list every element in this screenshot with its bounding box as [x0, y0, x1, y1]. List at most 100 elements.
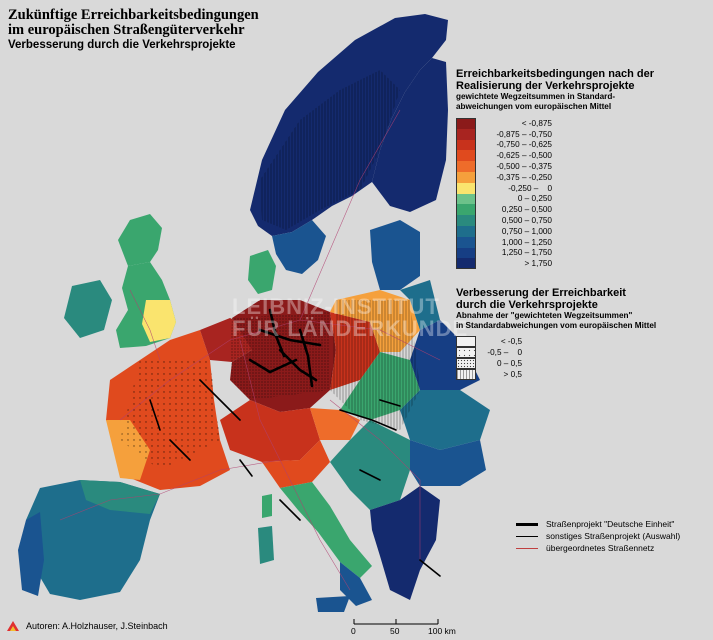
road-network: [59, 109, 441, 591]
legend-pattern-label: < -0,5: [500, 337, 522, 346]
legend-pattern-label: 0 – 0,5: [496, 359, 522, 368]
legend-class-label: > 1,750: [524, 259, 552, 269]
legend-swatch: [456, 204, 476, 216]
legend-access-sub1: gewichtete Wegzeitsummen in Standard-: [456, 92, 616, 101]
legend-access-scale: < -0,875 -0,875 – -0,750 -0,750 – -0,625 -0…: [456, 118, 552, 270]
legend-class-label: 0,500 – 0,750: [501, 216, 552, 226]
region-portugal: [18, 512, 44, 596]
legend-class-label: -0,250 – 0: [508, 183, 552, 193]
legend-improvement-class: < -0,5: [456, 336, 711, 347]
legend-class-label: 1,000 – 1,250: [501, 237, 552, 247]
legend-access-title2: Realisierung der Verkehrsprojekte: [456, 80, 635, 92]
legend-swatch: [456, 128, 476, 140]
legend-improvement-title2: durch die Verkehrsprojekte: [456, 299, 598, 311]
region-ireland: [64, 280, 112, 338]
legend-access-class: < -0,875: [456, 118, 552, 129]
legend-road-item: sonstiges Straßenprojekt (Auswahl): [516, 530, 680, 542]
legend-class-label: 0 – 0,250: [517, 194, 552, 204]
legend-swatch: [456, 258, 476, 270]
legend-road-item: Straßenprojekt "Deutsche Einheit": [516, 518, 680, 530]
legend-swatch: [456, 118, 476, 129]
title-line3: Verbesserung durch die Verkehrsprojekte: [8, 39, 236, 51]
legend-class-label: -0,625 – -0,500: [496, 151, 552, 161]
region-greece: [370, 486, 440, 600]
legend-access-class: -0,625 – -0,500: [456, 150, 552, 162]
legend-pattern-swatch: [456, 358, 476, 369]
scale-bar-graphic: [353, 619, 439, 625]
legend-swatch: [456, 150, 476, 162]
legend-improvement-scale: < -0,5 -0,5 – 0 0 – 0,5 > 0,5: [456, 336, 711, 380]
legend-pattern-label: > 0,5: [503, 370, 522, 379]
authors-text: Autoren: A.Holzhauser, J.Steinbach: [26, 621, 168, 631]
legend-road-line: [516, 547, 538, 549]
overlay-hatch-scandinavia: [260, 70, 400, 230]
legend-road-label: sonstiges Straßenprojekt (Auswahl): [546, 531, 681, 541]
region-romania: [400, 390, 490, 450]
region-scotland: [118, 214, 162, 266]
legend-access-class: 0,500 – 0,750: [456, 215, 552, 226]
region-sicily: [316, 596, 350, 612]
legend-access-class: 1,000 – 1,250: [456, 236, 552, 248]
region-belarus-west: [400, 280, 440, 330]
region-italy-north: [262, 440, 330, 488]
legend-road-label: Straßenprojekt "Deutsche Einheit": [546, 519, 675, 529]
legend-access-class: -0,875 – -0,750: [456, 128, 552, 140]
region-denmark: [248, 250, 276, 294]
legend-improvement-class: -0,5 – 0: [456, 347, 711, 358]
map-title: Zukünftige Erreichbarkeitsbedingungen im…: [8, 8, 259, 52]
region-baltic: [370, 220, 420, 290]
region-corsica: [262, 494, 272, 518]
legend-road-label: übergeordnetes Straßennetz: [546, 543, 655, 553]
legend-improvement: Verbesserung der Erreichbarkeit durch di…: [456, 287, 711, 380]
legend-improvement-class: 0 – 0,5: [456, 358, 711, 369]
legend-swatch: [456, 225, 476, 237]
scale-tick-100: 100 km: [428, 626, 456, 636]
legend-road-line: [516, 522, 538, 526]
overlay-dots-france: [120, 360, 220, 470]
watermark: LEIBNIZ-INSTITUT FÜR LÄNDERKUNDE: [232, 296, 468, 340]
legend-access-header: Erreichbarkeitsbedingungen nach der Real…: [456, 68, 706, 111]
legend-road-item: übergeordnetes Straßennetz: [516, 542, 680, 554]
region-switzerland-alps: [220, 400, 320, 462]
legend-swatch: [456, 247, 476, 259]
legend-access-class: -0,750 – -0,625: [456, 139, 552, 151]
legend-improvement-class: > 0,5: [456, 369, 711, 380]
legend-roads: Straßenprojekt "Deutsche Einheit" sonstig…: [516, 518, 680, 554]
legend-class-label: < -0,875: [521, 118, 552, 128]
legend-access-class: > 1,750: [456, 258, 552, 270]
legend-improvement-sub1: Abnahme der "gewichteten Wegzeitsummen": [456, 311, 633, 320]
scale-tick-50: 50: [390, 626, 400, 636]
legend-road-line: [516, 535, 538, 537]
title-line1: Zukünftige Erreichbarkeitsbedingungen: [8, 7, 259, 23]
legend-pattern-swatch: [456, 369, 476, 380]
legend-class-label: -0,750 – -0,625: [496, 140, 552, 150]
region-scandinavia-south: [272, 220, 326, 274]
legend-access-class: -0,500 – -0,375: [456, 161, 552, 172]
road-projects-other: [149, 379, 441, 577]
watermark-line1: LEIBNIZ-INSTITUT: [232, 294, 440, 319]
legend-pattern-label: -0,5 – 0: [487, 348, 522, 357]
watermark-line2: FÜR LÄNDERKUNDE: [232, 316, 469, 341]
legend-class-label: 0,250 – 0,500: [501, 205, 552, 215]
legend-access-class: 0,750 – 1,000: [456, 225, 552, 237]
scale-bar: 0 50 100 km: [348, 616, 458, 638]
legend-class-label: 0,750 – 1,000: [501, 226, 552, 236]
legend-improvement-title1: Verbesserung der Erreichbarkeit: [456, 287, 626, 299]
region-bulgaria: [410, 440, 486, 486]
legend-access-class: -0,375 – -0,250: [456, 171, 552, 183]
legend-class-label: -0,875 – -0,750: [496, 129, 552, 139]
legend-access-class: 0,250 – 0,500: [456, 204, 552, 216]
ifl-logo-icon: [7, 621, 19, 631]
region-spain-north: [80, 480, 160, 514]
title-line2: im europäischen Straßengüterverkehr: [8, 22, 245, 38]
region-italy-south: [340, 562, 372, 606]
legend-swatch: [456, 182, 476, 194]
authors: Autoren: A.Holzhauser, J.Steinbach: [6, 620, 168, 632]
legend-access-class: 0 – 0,250: [456, 193, 552, 205]
region-finland: [372, 58, 448, 212]
legend-access-class: -0,250 – 0: [456, 182, 552, 194]
overlay-hatch-east: [330, 300, 420, 430]
region-sardinia: [258, 526, 274, 564]
legend-swatch: [456, 139, 476, 151]
region-austria: [310, 408, 360, 440]
